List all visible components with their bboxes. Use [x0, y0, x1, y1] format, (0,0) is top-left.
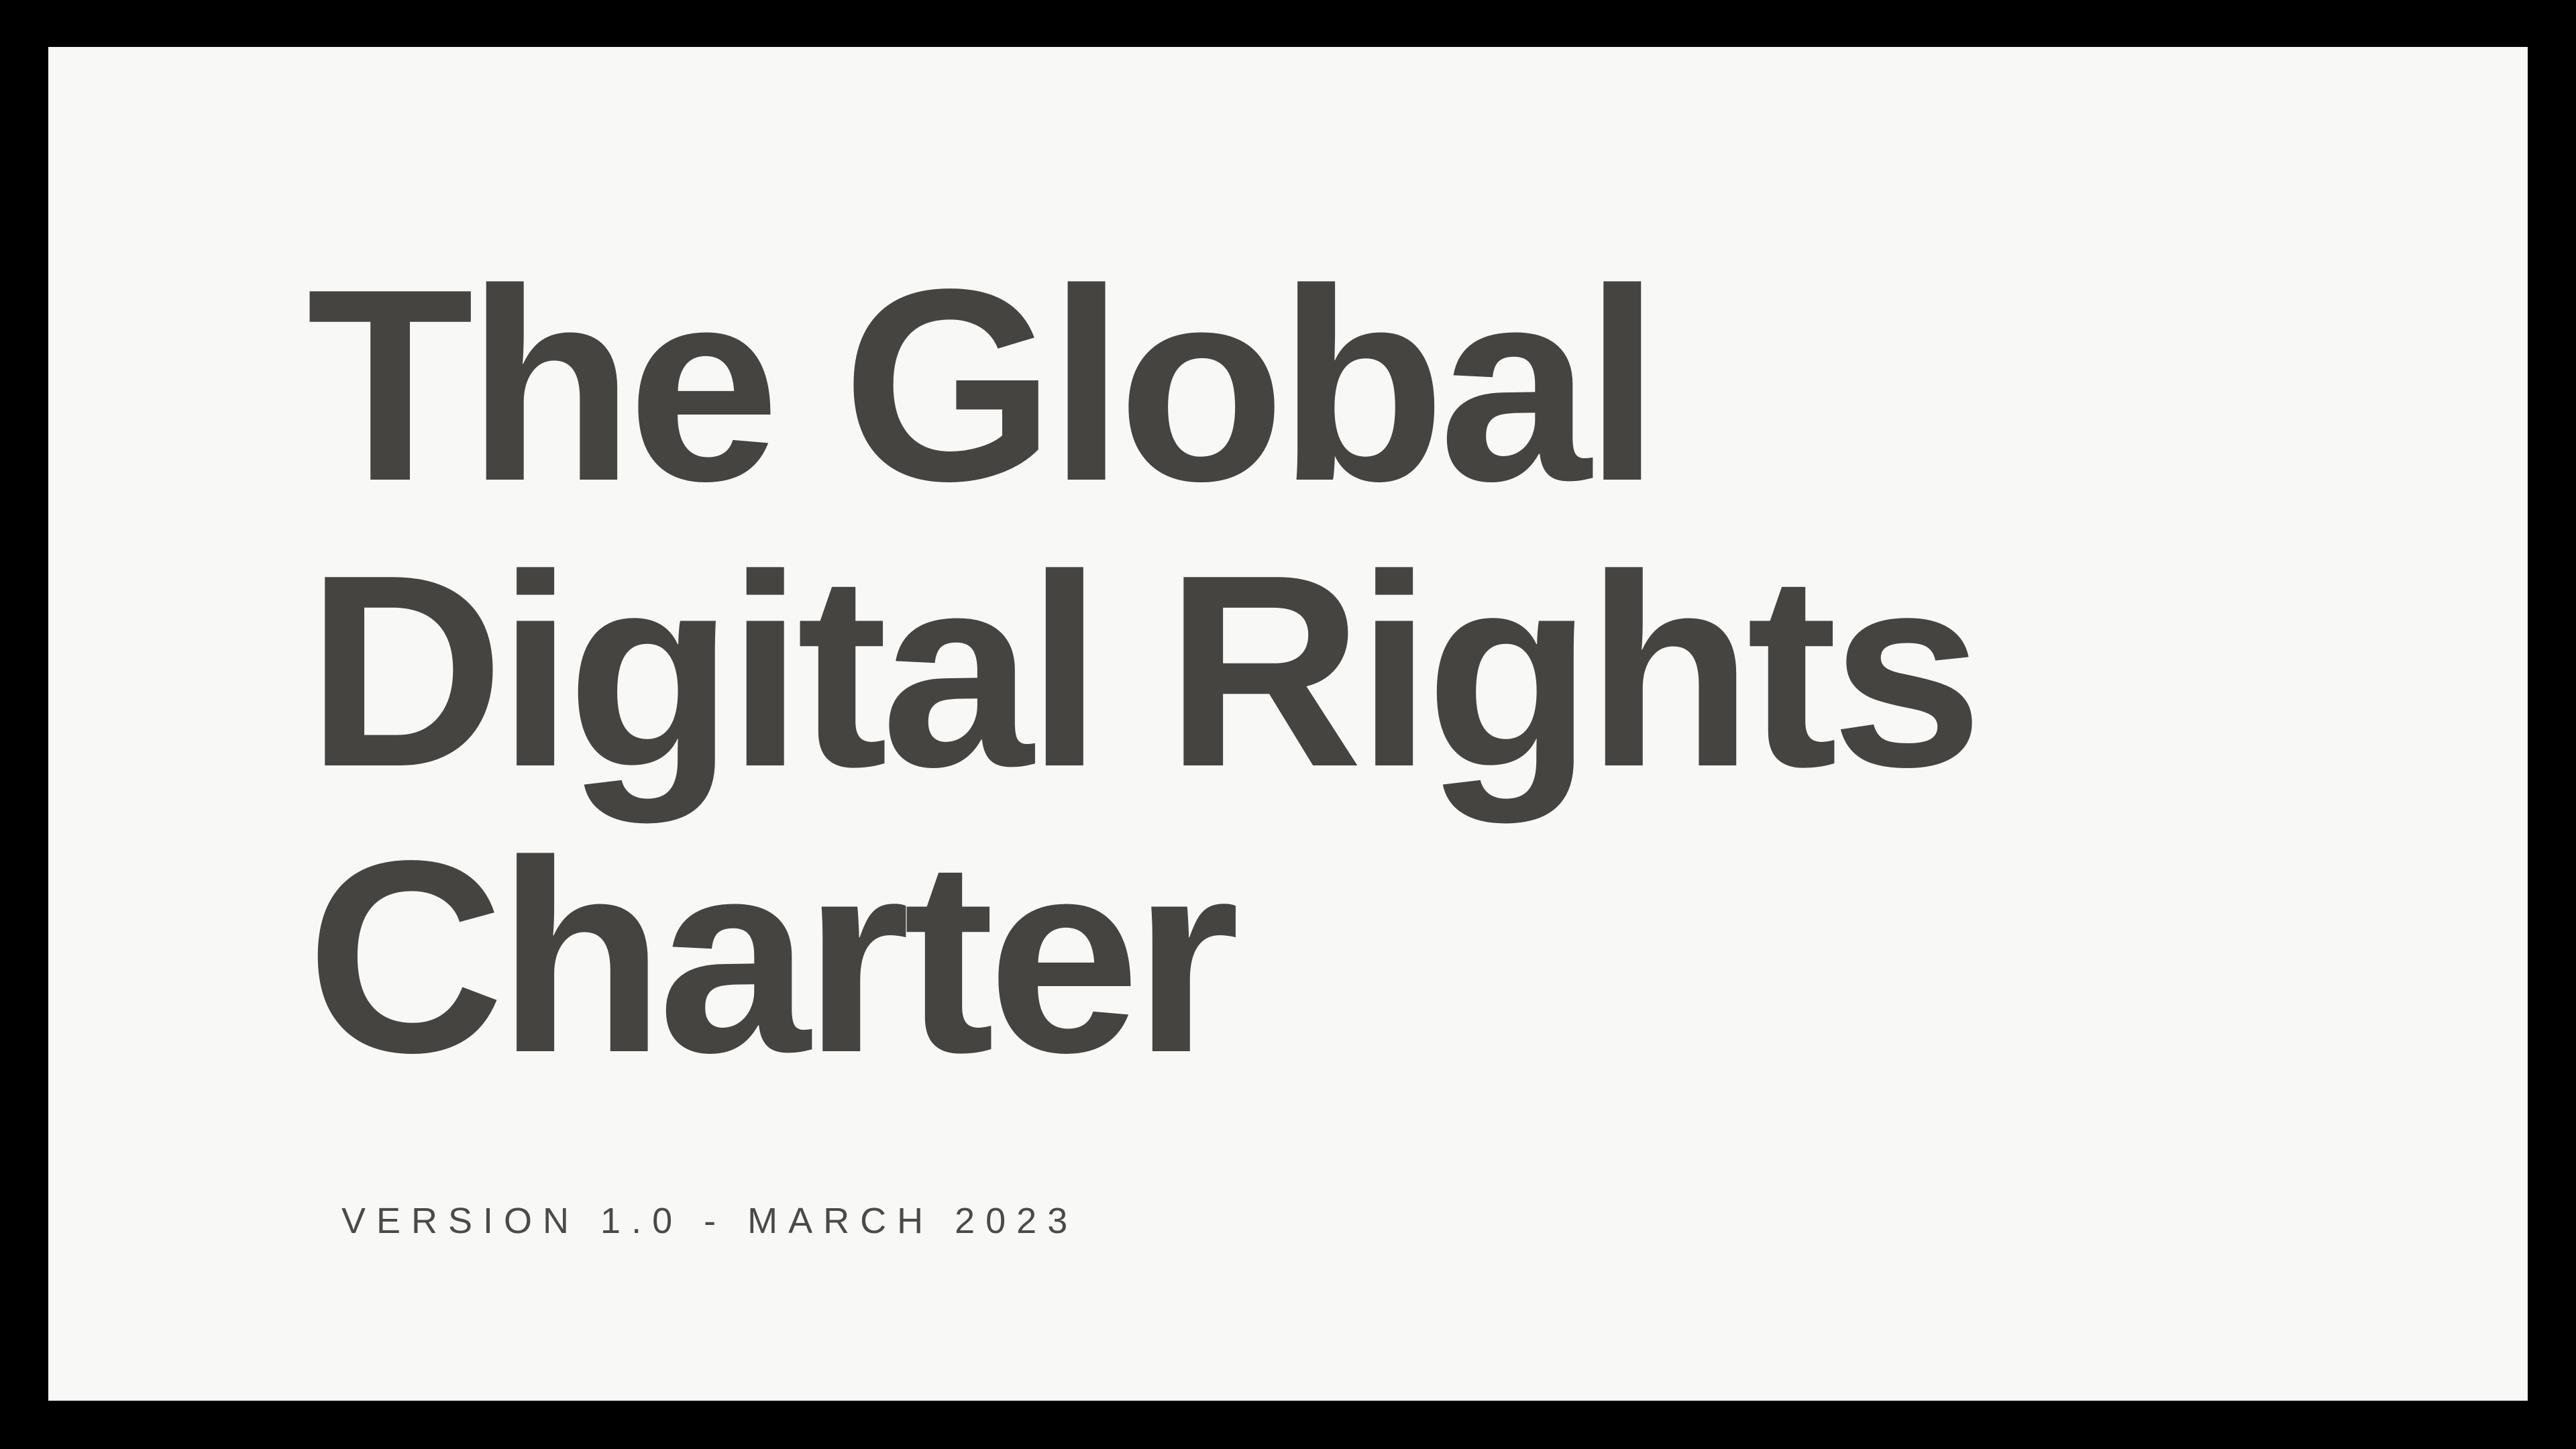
- page-title: The Global Digital Rights Charter: [307, 243, 2386, 1100]
- title-line-1: The Global: [307, 233, 1660, 538]
- title-line-3: Charter: [307, 804, 1240, 1110]
- version-date-subtitle: VERSION 1.0 - MARCH 2023: [341, 1201, 1079, 1241]
- title-line-2: Digital Rights: [307, 519, 1983, 824]
- slide-content-card: The Global Digital Rights Charter VERSIO…: [48, 47, 2528, 1401]
